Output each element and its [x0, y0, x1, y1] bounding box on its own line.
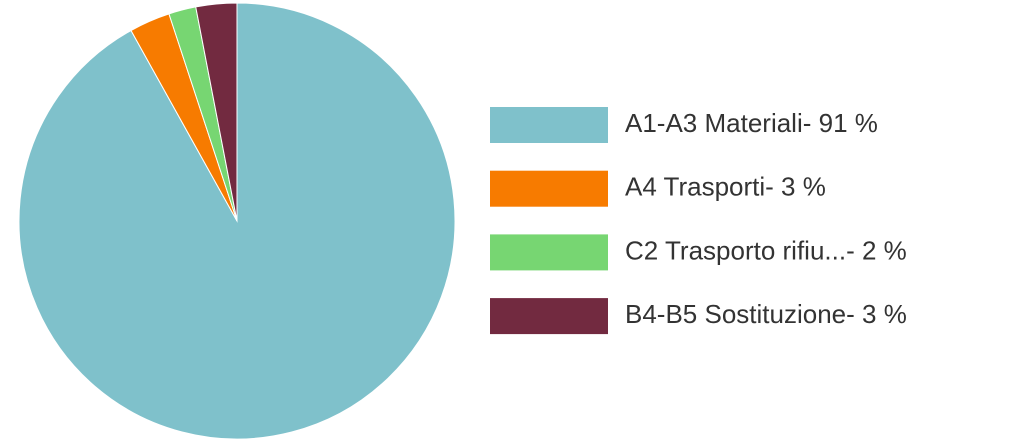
- pie-slice: [195, 2, 238, 222]
- legend-label: A1-A3 Materiali- 91 %: [625, 108, 878, 138]
- legend-swatch: [490, 234, 608, 271]
- legend-swatch: [490, 170, 608, 207]
- legend-swatch: [490, 107, 608, 143]
- legend-label: C2 Trasporto rifiu...- 2 %: [625, 235, 907, 265]
- legend-label: B4-B5 Sostituzione- 3 %: [625, 299, 907, 329]
- legend-swatch: [490, 298, 608, 335]
- legend-label: A4 Trasporti- 3 %: [625, 172, 826, 202]
